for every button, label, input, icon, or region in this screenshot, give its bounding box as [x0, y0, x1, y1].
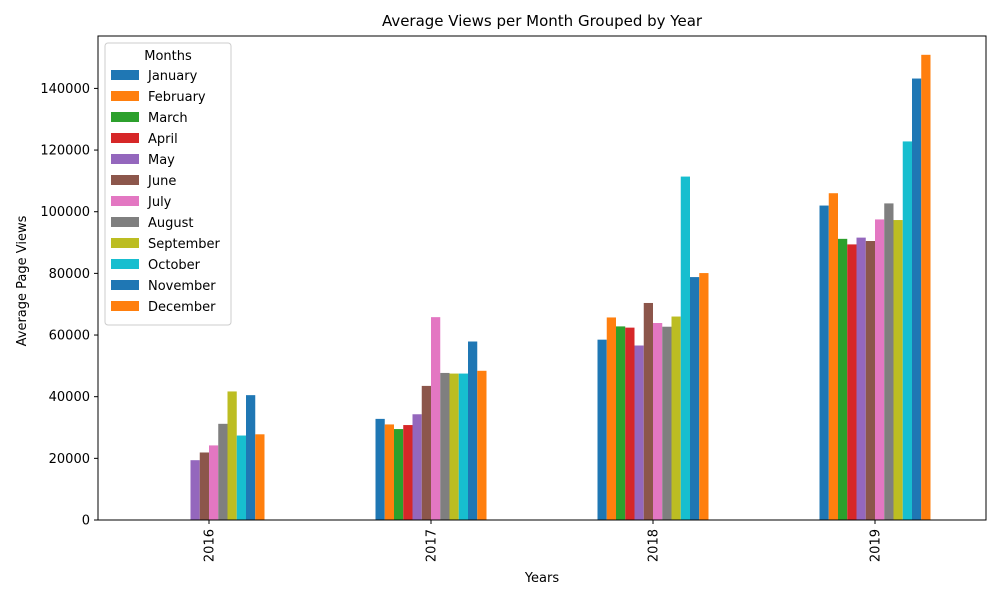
y-tick-label: 20000	[49, 452, 90, 467]
plot-frame	[97, 35, 987, 521]
bar-2018-march	[616, 326, 626, 520]
bar-2018-april	[625, 327, 635, 520]
legend-label-november: November	[148, 279, 216, 294]
bar-2017-april	[403, 425, 413, 520]
axes-layer: 0 20000 40000 60000 80000 100000 120000 140000 2…	[40, 35, 987, 562]
bar-2016-november	[246, 395, 256, 520]
bar-2017-july	[431, 317, 441, 520]
bar-2016-may	[190, 460, 200, 520]
legend-swatch-february	[111, 91, 139, 101]
bar-2016-september	[227, 391, 237, 520]
bar-2018-may	[634, 345, 644, 520]
y-tick-label: 0	[82, 514, 90, 529]
legend-label-march: March	[148, 111, 188, 126]
bar-2017-january	[375, 418, 385, 520]
bar-2018-june	[643, 302, 653, 520]
bar-2018-august	[662, 326, 672, 520]
bar-2018-february	[606, 317, 616, 520]
y-tick-label: 140000	[40, 82, 90, 97]
x-tick-label: 2017	[425, 529, 440, 562]
y-tick-label: 60000	[49, 329, 90, 344]
bar-2017-february	[384, 424, 394, 520]
legend-swatch-july	[111, 196, 139, 206]
bar-2017-march	[394, 429, 404, 520]
legend-swatch-april	[111, 133, 139, 143]
legend-label-october: October	[148, 258, 201, 273]
bar-2017-june	[421, 385, 431, 520]
bar-2018-september	[671, 316, 681, 520]
x-axis-title: Years	[524, 571, 560, 586]
legend-swatch-september	[111, 238, 139, 248]
legend-swatch-october	[111, 259, 139, 269]
bar-2019-september	[893, 220, 903, 521]
bar-2019-february	[828, 193, 838, 520]
legend-label-august: August	[148, 216, 194, 231]
legend-label-june: June	[147, 174, 176, 189]
y-tick-label: 80000	[49, 267, 90, 282]
chart-title: Average Views per Month Grouped by Year	[382, 12, 703, 30]
bar-2019-april	[847, 244, 857, 520]
bar-2019-january	[819, 205, 829, 521]
legend-label-may: May	[148, 153, 175, 168]
bars-layer	[190, 54, 931, 521]
legend: Months January February March April May June Ju…	[104, 42, 232, 326]
legend-label-september: September	[148, 237, 221, 252]
bar-2017-may	[412, 414, 422, 520]
bar-2016-december	[255, 434, 265, 520]
bar-2016-july	[209, 445, 219, 520]
legend-swatch-november	[111, 280, 139, 290]
bar-2018-july	[653, 323, 663, 520]
bar-2016-august	[218, 423, 228, 520]
bar-2019-november	[912, 78, 922, 520]
x-tick-label: 2016	[203, 529, 218, 562]
bar-2019-december	[921, 54, 931, 521]
bar-2017-august	[440, 372, 450, 520]
bar-2016-october	[236, 435, 246, 520]
x-tick-label: 2018	[647, 529, 662, 562]
y-tick-label: 100000	[40, 205, 90, 220]
legend-label-december: December	[148, 300, 216, 315]
bar-2018-january	[597, 339, 607, 520]
legend-swatch-may	[111, 154, 139, 164]
bar-2019-june	[865, 241, 875, 520]
bar-2019-july	[875, 219, 885, 520]
bar-2017-october	[458, 373, 468, 520]
bar-2019-march	[838, 238, 848, 520]
bar-2018-december	[699, 273, 709, 520]
legend-swatch-june	[111, 175, 139, 185]
bar-2017-december	[477, 370, 487, 520]
bar-2018-october	[680, 176, 690, 520]
legend-label-july: July	[147, 195, 172, 210]
legend-swatch-march	[111, 112, 139, 122]
bar-2019-october	[902, 141, 912, 520]
legend-title: Months	[144, 49, 192, 64]
y-axis-title: Average Page Views	[15, 215, 30, 346]
legend-swatch-december	[111, 301, 139, 311]
bar-2018-november	[690, 277, 700, 520]
legend-swatch-january	[111, 70, 139, 80]
bar-2019-august	[884, 203, 894, 520]
y-tick-label: 40000	[49, 390, 90, 405]
x-tick-label: 2019	[869, 529, 884, 562]
legend-label-february: February	[148, 90, 206, 105]
legend-label-april: April	[148, 132, 178, 147]
bar-2016-june	[199, 452, 209, 520]
bar-2017-september	[449, 373, 459, 520]
legend-swatch-august	[111, 217, 139, 227]
bar-2019-may	[856, 237, 866, 520]
bar-2017-november	[468, 341, 478, 520]
y-tick-label: 120000	[40, 144, 90, 159]
legend-label-january: January	[147, 69, 198, 84]
